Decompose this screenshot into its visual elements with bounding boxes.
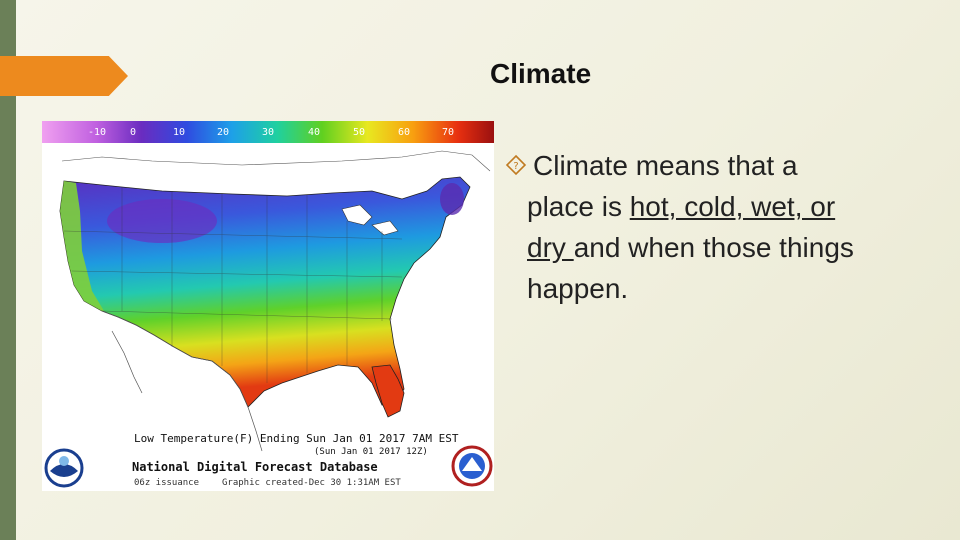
temperature-map: -10 0 10 20 30 40 50 60 70	[42, 121, 494, 491]
noaa-logo	[44, 448, 84, 488]
map-caption-line1: Low Temperature(F) Ending Sun Jan 01 201…	[134, 432, 459, 445]
legend-tick: -10	[88, 127, 106, 138]
legend-tick: 0	[130, 127, 136, 138]
map-caption-line2: (Sun Jan 01 2017 12Z)	[314, 447, 428, 457]
canada-outline	[61, 150, 491, 172]
bullet-line-2-underlined: hot, cold, wet, or	[629, 191, 836, 222]
legend-tick: 60	[398, 127, 410, 138]
legend-tick: 10	[173, 127, 185, 138]
slide-title: Climate	[490, 58, 592, 89]
nws-logo	[451, 445, 493, 487]
legend-tick: 40	[308, 127, 320, 138]
bullet-line-3-post: and when those things	[573, 232, 854, 263]
bullet-line-1: Climate means that a	[533, 150, 798, 181]
diamond-question-icon: ?	[505, 154, 527, 176]
state-borders	[63, 187, 403, 383]
bullet-line-4: happen.	[527, 273, 629, 304]
legend-bar	[42, 121, 494, 143]
map-caption-created: Graphic created-Dec 30 1:31AM EST	[222, 478, 401, 488]
bullet-line-3-underlined: dry	[527, 232, 574, 263]
west-coast-band	[60, 181, 104, 311]
left-accent-bar	[0, 0, 16, 540]
maine-region	[440, 183, 464, 215]
florida-shape	[371, 364, 405, 418]
legend-tick: 70	[442, 127, 454, 138]
map-caption-title: National Digital Forecast Database	[132, 460, 378, 474]
map-caption-issuance: 06z issuance	[134, 478, 199, 488]
baja-outline	[111, 330, 143, 394]
great-lakes	[371, 220, 399, 236]
mexico-border	[101, 310, 263, 452]
legend-tick: 20	[217, 127, 229, 138]
orange-accent-tab	[0, 56, 128, 96]
legend-tick: 50	[353, 127, 365, 138]
svg-text:?: ?	[513, 161, 518, 172]
bullet-line-2-pre: place is	[527, 191, 630, 222]
cold-region	[107, 199, 217, 243]
bullet-text-block: ? Climate means that a place is hot, col…	[505, 145, 945, 309]
legend-tick: 30	[262, 127, 274, 138]
great-lakes	[341, 204, 373, 226]
